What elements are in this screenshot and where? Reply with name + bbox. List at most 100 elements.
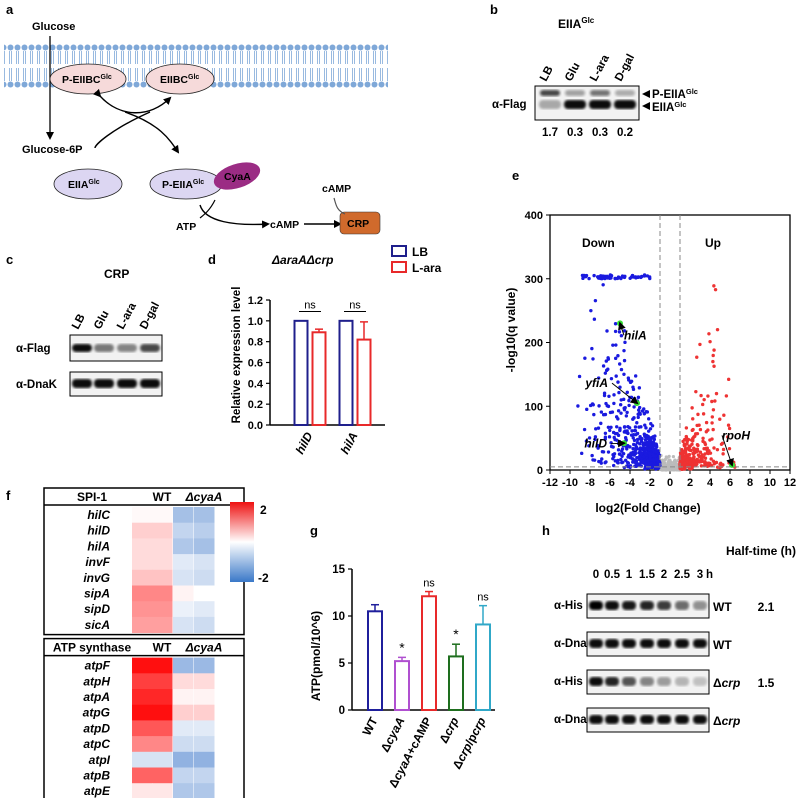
panel-c-band-flag xyxy=(140,344,160,352)
panel-h-halftime: 1.5 xyxy=(758,676,775,690)
volcano-point-down xyxy=(638,442,642,446)
panel-b-ratios: 1.7 0.3 0.3 0.2 xyxy=(542,127,633,139)
volcano-point-up xyxy=(695,462,699,466)
volcano-point-down xyxy=(612,401,616,406)
volcano-point-down xyxy=(632,442,636,447)
heatmap-cell xyxy=(173,736,194,753)
panel-e-x-tick-label: 12 xyxy=(784,477,796,489)
volcano-point-down xyxy=(593,437,597,442)
volcano-point-down xyxy=(649,461,653,465)
panel-g-y-tick-label: 0 xyxy=(339,705,345,717)
heatmap-cell xyxy=(152,585,173,602)
volcano-point-up xyxy=(711,408,716,412)
volcano-point-down xyxy=(593,435,598,439)
color-scale-max: 2 xyxy=(260,503,267,517)
volcano-point-up xyxy=(698,454,703,459)
panel-b-band-upper xyxy=(540,90,560,96)
heatmap-cell xyxy=(194,783,215,798)
volcano-point-down xyxy=(611,456,615,461)
heatmap-gene-label: atpF xyxy=(85,659,111,673)
volcano-point-down xyxy=(584,439,589,443)
exchange-arrow-left xyxy=(94,111,151,149)
volcano-point-down xyxy=(611,343,615,347)
volcano-point-up xyxy=(711,353,715,358)
volcano-point-down xyxy=(612,452,617,456)
volcano-point-up xyxy=(699,393,703,398)
volcano-point-up xyxy=(714,460,719,465)
volcano-point-down xyxy=(606,356,610,360)
heatmap-cell xyxy=(194,751,215,768)
panel-g-category-label: WT xyxy=(360,714,381,738)
volcano-point-down xyxy=(643,452,648,457)
volcano-point-down xyxy=(648,427,653,431)
volcano-point-down xyxy=(606,450,611,454)
heatmap-cell xyxy=(132,673,153,690)
panel-letter-e: e xyxy=(512,168,519,183)
heatmap-cell xyxy=(152,704,173,721)
panel-b-band-lower xyxy=(614,100,636,109)
volcano-point-up xyxy=(698,342,702,347)
volcano-point-up xyxy=(685,442,689,446)
panel-d-bar xyxy=(293,319,309,427)
panel-b-ratio: 0.3 xyxy=(567,127,583,139)
volcano-point-down xyxy=(623,340,627,345)
panel-c-title: CRP xyxy=(104,267,129,281)
volcano-point-down xyxy=(646,451,651,455)
volcano-point-up xyxy=(701,412,706,416)
panel-d-y-tick-label: 0.8 xyxy=(248,337,263,349)
volcano-point-up xyxy=(715,327,720,332)
volcano-point-up xyxy=(700,402,705,407)
color-scale-min: -2 xyxy=(258,571,269,585)
panel-d-ylabel: Relative expression level xyxy=(231,287,243,424)
volcano-point-down xyxy=(614,343,618,347)
panel-b-band-lower xyxy=(589,100,611,109)
volcano-point-down xyxy=(604,359,609,363)
panel-letter-f: f xyxy=(6,488,11,503)
volcano-point-ns xyxy=(674,466,678,470)
volcano-point-down xyxy=(651,453,656,458)
heatmap-cell xyxy=(152,616,173,634)
panel-h-band xyxy=(589,715,603,724)
heatmap-cell xyxy=(132,507,153,524)
volcano-point-down xyxy=(631,387,636,392)
eiibc-label: EIIBCGlc xyxy=(160,74,199,86)
volcano-point-up xyxy=(696,412,700,417)
volcano-point-down xyxy=(596,426,601,430)
heatmap-col-wt: WT xyxy=(153,490,172,504)
panel-h-timepoint: 1.5 xyxy=(639,569,656,581)
panel-b-band-lower xyxy=(564,100,586,109)
volcano-point-up xyxy=(683,444,687,448)
panel-c-lane-label: L-ara xyxy=(115,300,139,331)
panel-h-band xyxy=(693,601,707,610)
heatmap-cell xyxy=(132,783,153,798)
panel-d-category-label: hilD xyxy=(293,430,316,457)
volcano-point-up xyxy=(702,397,706,402)
volcano-point-up xyxy=(710,415,715,419)
volcano-point-up xyxy=(718,417,722,421)
heatmap-cell xyxy=(152,569,173,586)
crp-node xyxy=(339,211,381,235)
volcano-gene-arrow xyxy=(721,435,734,467)
volcano-point-down xyxy=(600,457,604,461)
volcano-point-down xyxy=(617,330,622,334)
volcano-point-up xyxy=(713,399,717,403)
panel-h: h 0 0.5 1 1.5 2 2.5 3 h Half-time (h) α-His WT 2… xyxy=(542,523,796,733)
panel-h-band xyxy=(657,715,671,724)
volcano-point-down xyxy=(619,276,623,281)
panel-g: g ATP(pmol/10^6) 051015WT*ΔcyaAnsΔcyaA+c… xyxy=(309,523,495,790)
p-eiia-label: P-EIIAGlc xyxy=(162,179,204,191)
volcano-point-up xyxy=(692,448,696,452)
volcano-point-down xyxy=(645,410,650,414)
volcano-point-down xyxy=(617,390,621,395)
volcano-point-down xyxy=(635,461,639,466)
volcano-point-up xyxy=(688,460,692,465)
camp-binding-line xyxy=(333,197,346,215)
heatmap-cell xyxy=(152,673,173,690)
volcano-point-up xyxy=(719,442,724,446)
panel-b-lane-label: LB xyxy=(538,64,556,83)
volcano-point-down xyxy=(603,276,607,281)
volcano-point-up xyxy=(693,434,697,438)
volcano-point-down xyxy=(607,435,612,439)
volcano-point-up xyxy=(710,399,714,404)
